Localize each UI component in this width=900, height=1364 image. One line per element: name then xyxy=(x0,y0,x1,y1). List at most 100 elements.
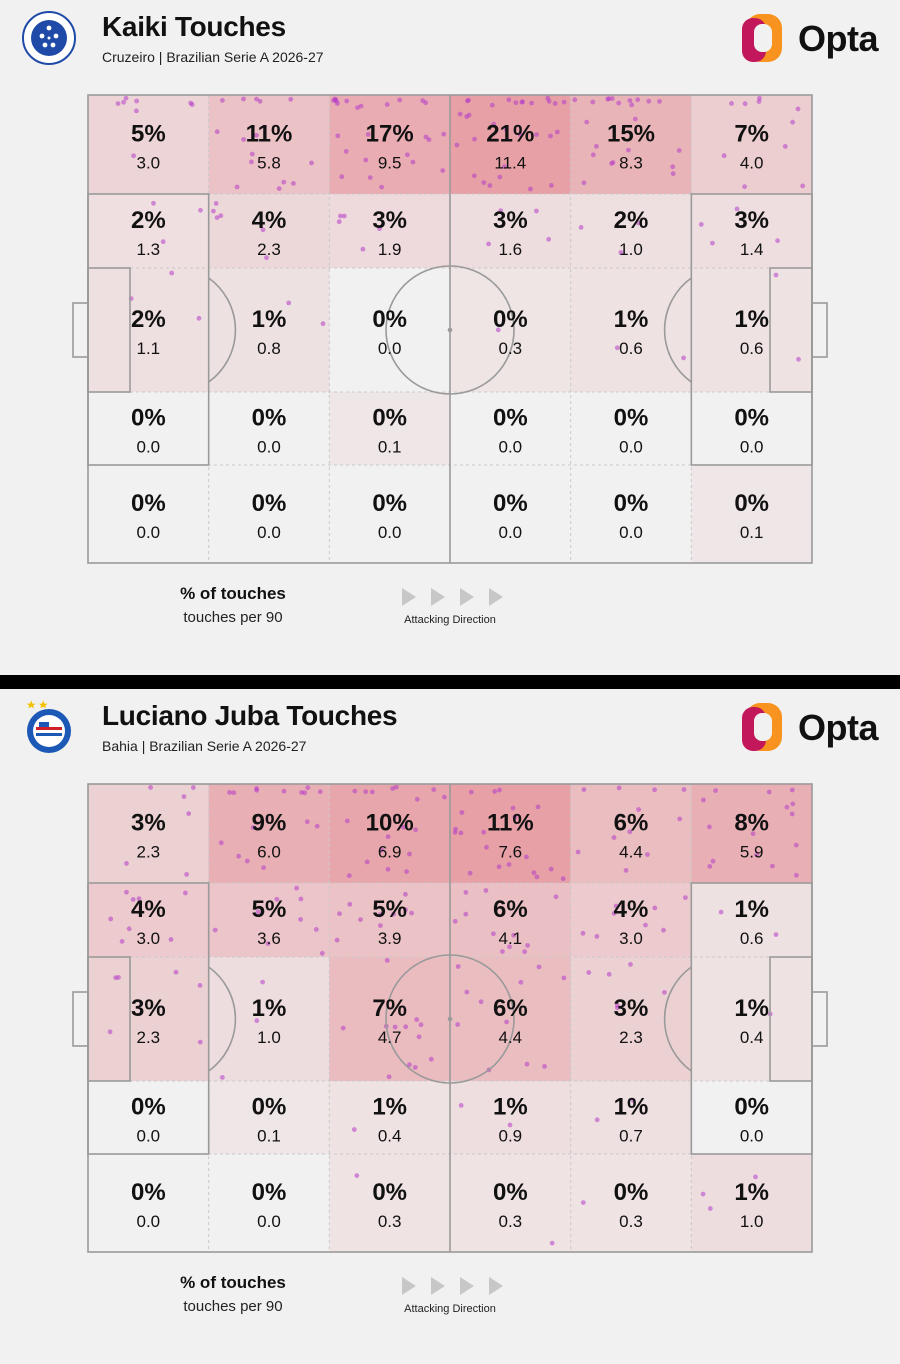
cell-pct-label: 0% xyxy=(734,490,769,517)
touch-dot xyxy=(441,131,447,137)
touch-dot xyxy=(489,102,495,108)
touch-dot xyxy=(707,864,713,869)
legend-per90-label: touches per 90 xyxy=(183,1298,283,1315)
touch-dot xyxy=(677,816,683,822)
touch-dot xyxy=(497,174,503,180)
touch-dot xyxy=(782,144,788,149)
opta-wordmark: Opta xyxy=(798,707,879,748)
touch-dot xyxy=(431,787,437,792)
touch-dot xyxy=(560,876,566,882)
cell-pct-label: 0% xyxy=(131,1094,166,1121)
touch-dot xyxy=(404,869,409,874)
touch-dot xyxy=(572,97,578,103)
cell-pct-label: 0% xyxy=(734,405,769,432)
touch-dot xyxy=(581,180,587,186)
touch-dot xyxy=(496,864,502,870)
touch-dot xyxy=(186,811,192,816)
legend-pct-label: % of touches xyxy=(180,584,286,603)
touch-dot xyxy=(369,789,375,795)
touch-dot xyxy=(414,1017,420,1022)
touch-dot xyxy=(606,971,612,977)
touch-dot xyxy=(347,901,353,907)
cruzeiro-crest-icon xyxy=(22,11,76,65)
heatmap-cell xyxy=(450,1081,571,1154)
touch-dot xyxy=(796,356,801,362)
cell-per90-label: 0.1 xyxy=(378,438,402,457)
touch-dot xyxy=(286,300,292,306)
touch-dots xyxy=(115,95,806,362)
panel-separator xyxy=(0,675,900,689)
heatmap-cell xyxy=(208,957,330,1081)
heatmap-panel-kaiki: Kaiki Touches Cruzeiro | Brazilian Serie… xyxy=(0,0,900,675)
touch-dot xyxy=(260,227,266,233)
cell-pct-label: 0% xyxy=(734,1094,769,1121)
touch-dot xyxy=(378,923,383,928)
touch-dot xyxy=(358,917,363,922)
touch-dot xyxy=(518,979,524,985)
touch-dot xyxy=(234,184,240,190)
touch-dot xyxy=(428,1056,434,1062)
touch-dot xyxy=(413,827,418,833)
cell-per90-label: 1.0 xyxy=(257,1028,281,1047)
cell-per90-label: 0.6 xyxy=(740,339,764,358)
cell-pct-label: 2% xyxy=(131,306,166,333)
heatmap-cell xyxy=(691,883,812,957)
cell-per90-label: 5.9 xyxy=(740,843,764,862)
touch-dot xyxy=(426,137,432,143)
touch-dot xyxy=(645,852,650,857)
touch-dot xyxy=(377,912,383,918)
cell-pct-label: 4% xyxy=(252,207,287,234)
touch-dot xyxy=(498,208,504,214)
cell-per90-label: 0.6 xyxy=(619,339,643,358)
touch-dot xyxy=(260,979,265,985)
touch-dot xyxy=(397,97,403,103)
cell-pct-label: 0% xyxy=(614,490,649,517)
cell-per90-label: 0.0 xyxy=(137,438,161,457)
touch-dot xyxy=(333,97,338,102)
cell-pct-label: 1% xyxy=(734,306,769,333)
cell-pct-label: 1% xyxy=(372,1094,407,1121)
cell-per90-label: 0.3 xyxy=(499,339,523,358)
touch-dot xyxy=(742,184,747,190)
cell-pct-label: 1% xyxy=(734,995,769,1022)
touch-dot xyxy=(363,789,369,795)
cell-per90-label: 0.0 xyxy=(499,523,523,542)
cell-per90-label: 0.4 xyxy=(740,1028,764,1047)
cell-pct-label: 21% xyxy=(486,121,534,148)
touch-dot xyxy=(466,97,471,103)
touch-dot xyxy=(511,932,517,938)
cell-pct-label: 1% xyxy=(252,995,287,1022)
cell-pct-label: 0% xyxy=(372,490,407,517)
touch-dot xyxy=(491,121,497,127)
cell-per90-label: 0.0 xyxy=(257,438,281,457)
touch-dot xyxy=(136,896,142,902)
touch-dot xyxy=(548,133,553,139)
heatmap-cell xyxy=(208,268,330,392)
attacking-direction-arrows-icon xyxy=(402,588,503,606)
touch-dot xyxy=(549,1240,555,1246)
heatmap-cell xyxy=(570,1154,692,1252)
touch-dot xyxy=(718,909,724,915)
touch-dot xyxy=(534,208,539,214)
cell-per90-label: 0.0 xyxy=(257,523,281,542)
touch-dot xyxy=(254,96,259,102)
touch-dot xyxy=(793,842,799,848)
touch-dot xyxy=(134,108,139,114)
touch-dot xyxy=(458,1103,464,1108)
touch-dot xyxy=(130,897,136,902)
touch-dot xyxy=(454,142,460,148)
touch-dot xyxy=(314,823,320,829)
touch-dot xyxy=(346,873,352,879)
touch-dot xyxy=(513,100,519,106)
cell-per90-label: 3.0 xyxy=(137,154,161,173)
cell-per90-label: 0.0 xyxy=(619,438,643,457)
touch-dot xyxy=(580,1200,586,1205)
touch-dot xyxy=(227,790,233,795)
panel-title: Kaiki Touches xyxy=(102,11,286,42)
touch-dot xyxy=(124,861,129,866)
touch-dot xyxy=(502,164,507,170)
touch-dot xyxy=(365,132,371,137)
cell-per90-label: 0.3 xyxy=(619,1212,643,1231)
heatmap-cell xyxy=(329,1081,450,1154)
heatmap-cell xyxy=(208,784,330,883)
